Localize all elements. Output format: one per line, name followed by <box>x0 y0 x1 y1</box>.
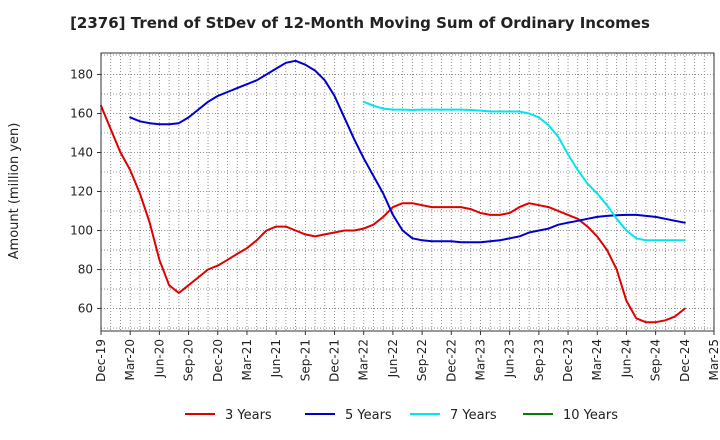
x-tick-label: Dec-22 <box>444 339 458 382</box>
series-line-3-years <box>100 104 686 324</box>
x-tick-label: Sep-21 <box>298 339 312 381</box>
x-tick-label: Jun-24 <box>619 339 633 378</box>
x-tick-label: Sep-22 <box>415 339 429 381</box>
x-tick-label: Sep-20 <box>182 339 196 381</box>
x-tick-label: Dec-24 <box>678 339 692 382</box>
x-tick-label: Dec-20 <box>211 339 225 382</box>
x-tick-label: Mar-23 <box>473 339 487 380</box>
y-axis-label: Amount (million yen) <box>7 123 22 260</box>
series-line-7-years <box>362 100 686 242</box>
y-tick-label: 120 <box>70 185 93 199</box>
x-tick-label: Jun-21 <box>269 339 283 378</box>
x-tick-label: Mar-21 <box>240 339 254 380</box>
series-line-5-years <box>129 59 686 244</box>
x-tick-label: Sep-23 <box>532 339 546 381</box>
y-tick-label: 180 <box>70 67 93 81</box>
x-tick-label: Mar-20 <box>123 339 137 380</box>
y-tick-label: 100 <box>70 224 93 238</box>
x-tick-label: Jun-20 <box>152 339 166 378</box>
x-tick-label: Dec-23 <box>561 339 575 382</box>
y-tick-label: 140 <box>70 145 93 159</box>
x-tick-label: Jun-22 <box>386 339 400 378</box>
x-tick-label: Jun-23 <box>503 339 517 378</box>
x-tick-label: Mar-25 <box>707 339 720 380</box>
x-tick-label: Mar-24 <box>590 339 604 380</box>
legend-label-3-years: 3 Years <box>225 408 272 423</box>
x-tick-label: Dec-21 <box>328 339 342 382</box>
legend-label-10-years: 10 Years <box>563 408 618 423</box>
legend-label-5-years: 5 Years <box>345 408 392 423</box>
x-tick-label: Mar-22 <box>357 339 371 380</box>
y-tick-label: 160 <box>70 106 93 120</box>
legend-label-7-years: 7 Years <box>450 408 497 423</box>
x-tick-label: Dec-19 <box>94 339 108 382</box>
x-tick-label: Sep-24 <box>649 339 663 381</box>
y-tick-label: 80 <box>78 263 93 277</box>
chart-title: [2376] Trend of StDev of 12-Month Moving… <box>70 14 650 32</box>
y-tick-label: 60 <box>78 302 93 316</box>
legend: 3 Years 5 Years 7 Years 10 Years <box>185 408 618 423</box>
